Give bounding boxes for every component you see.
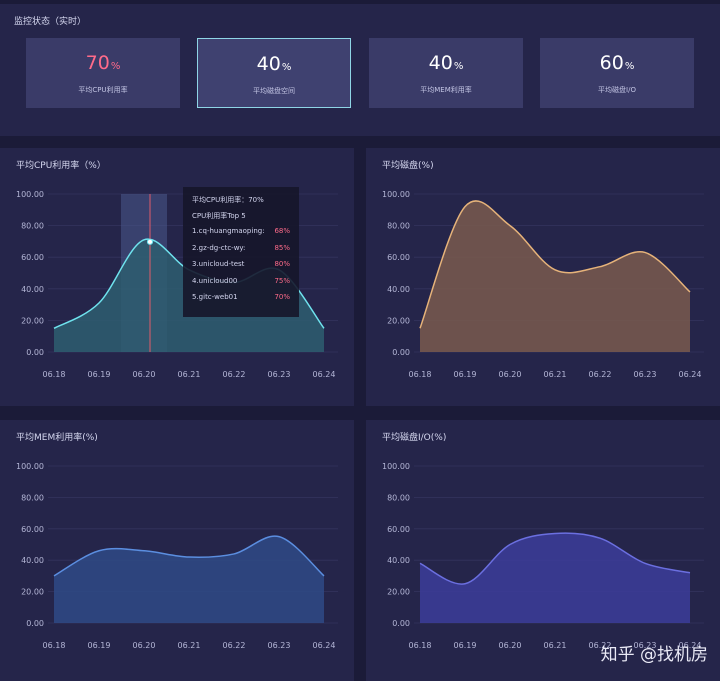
y-tick-label: 0.00 [392, 619, 410, 628]
x-tick-label: 06.24 [679, 370, 702, 379]
stat-value: 40% [256, 53, 292, 75]
stat-card-disk-space[interactable]: 40% 平均磁盘空间 [197, 38, 351, 108]
chart-panel-mem: 平均MEM利用率(%) 0.00 20.00 40.00 60.00 80.00 100.… [0, 420, 354, 681]
y-tick-label: 100.00 [16, 462, 44, 471]
x-tick-label: 06.21 [178, 641, 201, 650]
disk-io-chart[interactable]: 0.00 20.00 40.00 60.00 80.00 100.00 06.18 06.19… [366, 420, 720, 681]
x-tick-label: 06.23 [634, 641, 657, 650]
disk-chart[interactable]: 0.00 20.00 40.00 60.00 80.00 100.00 06.18 06.19… [366, 148, 720, 406]
y-tick-label: 60.00 [21, 253, 44, 262]
x-tick-label: 06.19 [88, 370, 111, 379]
y-tick-label: 20.00 [387, 316, 410, 325]
tooltip-row: 5.gitc-web01 70% [192, 293, 290, 301]
y-tick-label: 80.00 [21, 222, 44, 231]
x-tick-label: 06.21 [178, 370, 201, 379]
y-tick-label: 20.00 [387, 588, 410, 597]
chart-panel-disk: 平均磁盘(%) 0.00 20.00 40.00 60.00 80.00 100.00 06… [366, 148, 720, 406]
y-tick-label: 100.00 [382, 462, 410, 471]
tooltip-header: CPU利用率Top 5 [192, 212, 246, 220]
y-tick-label: 20.00 [21, 316, 44, 325]
x-tick-label: 06.22 [223, 370, 246, 379]
y-tick-label: 0.00 [392, 348, 410, 357]
x-tick-label: 06.18 [409, 370, 432, 379]
x-tick-label: 06.20 [499, 370, 522, 379]
series-area [420, 533, 690, 623]
chart-title: 平均磁盘I/O(%) [382, 433, 447, 443]
monitor-title: 监控状态（实时） [14, 17, 87, 27]
series-line [419, 200, 691, 329]
y-tick-label: 40.00 [387, 556, 410, 565]
y-tick-label: 100.00 [16, 190, 44, 199]
stat-card-mem[interactable]: 40% 平均MEM利用率 [369, 38, 523, 108]
series-area [54, 536, 324, 623]
y-tick-label: 40.00 [387, 285, 410, 294]
x-tick-label: 06.22 [589, 641, 612, 650]
tooltip-row: 3.unicloud-test 80% [192, 260, 290, 268]
y-tick-label: 0.00 [26, 619, 44, 628]
x-tick-label: 06.23 [634, 370, 657, 379]
x-tick-label: 06.20 [133, 641, 156, 650]
x-tick-label: 06.23 [268, 370, 291, 379]
series-line [419, 532, 691, 585]
hover-point [146, 238, 154, 245]
y-tick-label: 100.00 [382, 190, 410, 199]
x-tick-label: 06.23 [268, 641, 291, 650]
x-tick-label: 06.22 [223, 641, 246, 650]
chart-title: 平均MEM利用率(%) [16, 433, 98, 443]
x-tick-label: 06.19 [454, 641, 477, 650]
x-tick-label: 06.20 [499, 641, 522, 650]
x-tick-label: 06.22 [589, 370, 612, 379]
y-tick-label: 40.00 [21, 556, 44, 565]
y-tick-label: 20.00 [21, 588, 44, 597]
x-tick-label: 06.18 [409, 641, 432, 650]
x-tick-label: 06.18 [43, 370, 66, 379]
series-area [420, 200, 690, 352]
x-tick-label: 06.19 [454, 370, 477, 379]
tooltip-row: 2.gz-dg-ctc-wy: 85% [192, 243, 290, 252]
monitor-panel: 监控状态（实时） 70% 平均CPU利用率 40% 平均磁盘空间 40% 平均M… [0, 4, 720, 136]
y-tick-label: 40.00 [21, 285, 44, 294]
stat-label: 平均磁盘I/O [598, 86, 636, 94]
tooltip-title: 平均CPU利用率：70% [192, 196, 264, 204]
x-tick-label: 06.21 [544, 370, 567, 379]
stat-card-cpu[interactable]: 70% 平均CPU利用率 [26, 38, 180, 108]
stat-card-disk-io[interactable]: 60% 平均磁盘I/O [540, 38, 694, 108]
mem-chart[interactable]: 0.00 20.00 40.00 60.00 80.00 100.00 06.18 06.19… [0, 420, 354, 681]
cpu-chart[interactable]: 0.00 20.00 40.00 60.00 80.00 100.00 06.18 06.19… [0, 148, 354, 406]
y-tick-label: 80.00 [21, 493, 44, 502]
chart-title: 平均CPU利用率（%） [16, 161, 106, 171]
x-tick-label: 06.24 [313, 641, 336, 650]
chart-panel-cpu: 平均CPU利用率（%） 0.00 20.00 40.00 60.00 80.00 100.… [0, 148, 354, 406]
chart-title: 平均磁盘(%) [382, 161, 434, 171]
y-tick-label: 60.00 [387, 525, 410, 534]
stat-value: 60% [599, 52, 635, 74]
y-tick-label: 60.00 [21, 525, 44, 534]
x-tick-label: 06.18 [43, 641, 66, 650]
y-tick-label: 0.00 [26, 348, 44, 357]
x-tick-label: 06.19 [88, 641, 111, 650]
x-tick-label: 06.21 [544, 641, 567, 650]
stat-label: 平均CPU利用率 [78, 86, 128, 94]
stat-label: 平均磁盘空间 [253, 87, 295, 95]
x-tick-label: 06.24 [679, 641, 702, 650]
stat-value: 70% [85, 52, 121, 74]
x-tick-label: 06.24 [313, 370, 336, 379]
watermark: 知乎 @找机房 [600, 645, 708, 665]
y-tick-label: 80.00 [387, 493, 410, 502]
tooltip-row: 4.unicloud00 75% [192, 276, 290, 285]
x-tick-label: 06.20 [133, 370, 156, 379]
tooltip-row: 1.cq-huangmaoping: 68% [192, 227, 290, 235]
cpu-tooltip: 平均CPU利用率：70% CPU利用率Top 5 1.cq-huangmaopi… [183, 187, 299, 317]
stat-label: 平均MEM利用率 [420, 86, 472, 94]
stat-value: 40% [428, 52, 464, 74]
y-tick-label: 80.00 [387, 222, 410, 231]
series-line [53, 535, 325, 577]
y-tick-label: 60.00 [387, 253, 410, 262]
chart-panel-disk-io: 平均磁盘I/O(%) 0.00 20.00 40.00 60.00 80.00 100.0… [366, 420, 720, 681]
